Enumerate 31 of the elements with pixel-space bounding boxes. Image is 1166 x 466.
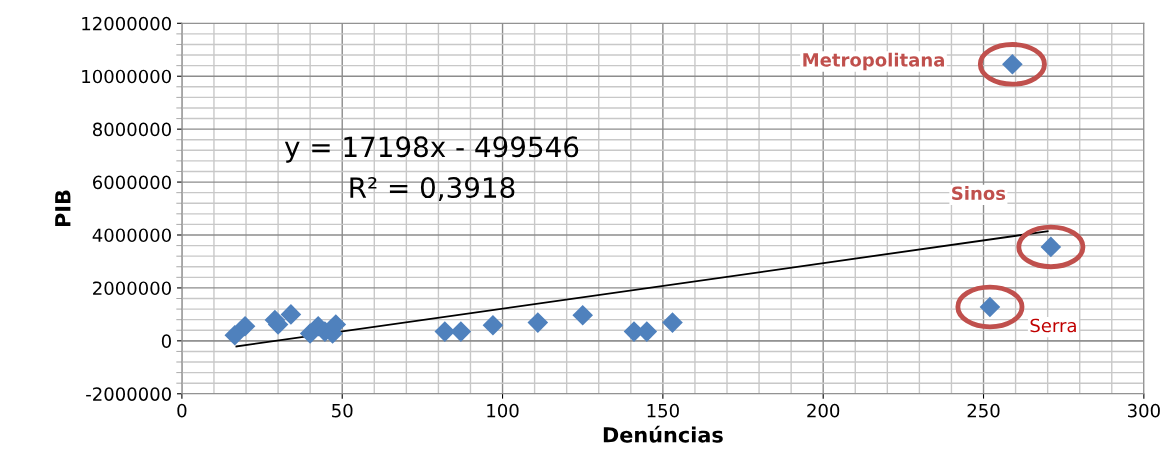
point [450,321,472,342]
annotation: Serra [1030,318,1076,333]
x-tick-label: 50 [332,403,353,418]
y-tick-label: 8000000 [92,122,171,137]
point [662,312,683,333]
point [527,312,549,333]
annotation: Sinos [952,186,1006,201]
point [434,321,456,342]
y-tick-label: -2000000 [86,387,171,401]
y-tick-label: 0 [161,334,171,348]
y-tick-label: 2000000 [93,281,171,296]
y-tick-label: 10000000 [82,69,171,84]
x-tick-label: 0 [177,403,187,418]
x-tick-label: 250 [967,403,1000,418]
point [234,315,256,337]
point [572,304,594,326]
x-axis-title: Denúncias [603,425,723,443]
point [224,324,246,346]
x-tick-label: 200 [807,403,840,418]
y-axis-title: PIB [55,190,71,227]
x-tick-label: 150 [647,403,679,418]
point [482,314,504,336]
point [280,304,302,325]
x-tick-label: 100 [487,403,519,418]
annotation: Metropolitana [803,52,944,71]
annotation: y = 17198x - 499546 [284,136,579,163]
y-tick-label: 4000000 [92,228,171,243]
y-tick-label: 6000000 [93,175,171,190]
annotation: R² = 0,3918 [350,177,515,201]
y-tick-label: 12000000 [82,16,171,31]
x-tick-label: 300 [1127,403,1160,418]
